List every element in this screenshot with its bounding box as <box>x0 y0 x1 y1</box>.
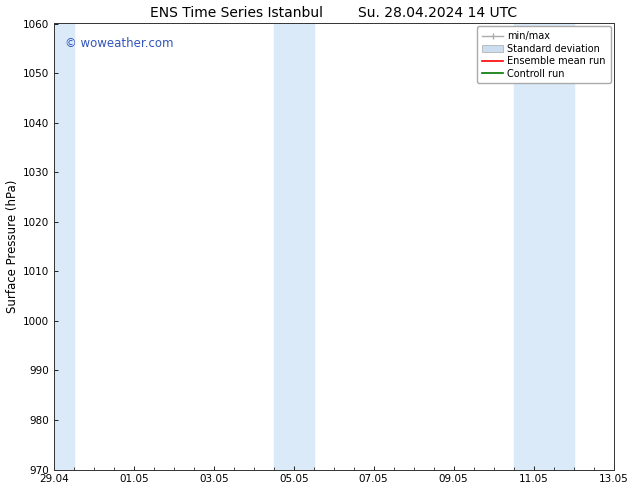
Bar <box>50 24 74 469</box>
Title: ENS Time Series Istanbul        Su. 28.04.2024 14 UTC: ENS Time Series Istanbul Su. 28.04.2024 … <box>150 5 517 20</box>
Legend: min/max, Standard deviation, Ensemble mean run, Controll run: min/max, Standard deviation, Ensemble me… <box>477 26 611 83</box>
Bar <box>514 24 574 469</box>
Y-axis label: Surface Pressure (hPa): Surface Pressure (hPa) <box>6 180 18 313</box>
Bar <box>274 24 314 469</box>
Text: © woweather.com: © woweather.com <box>65 37 174 50</box>
